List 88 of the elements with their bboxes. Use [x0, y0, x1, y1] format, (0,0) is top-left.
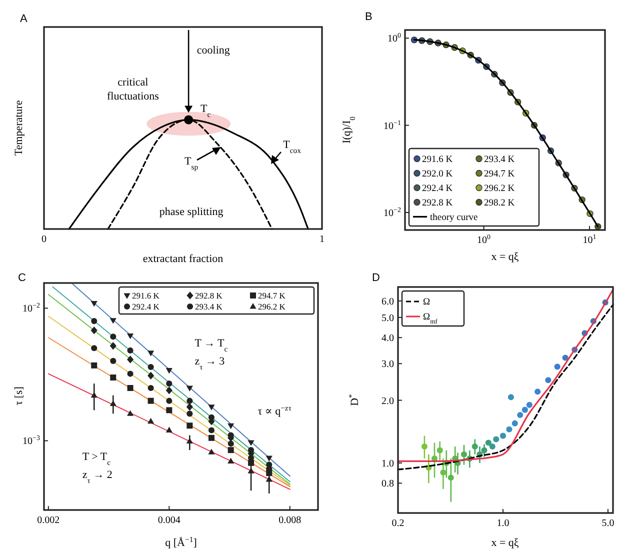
x-tick-label: 1	[320, 234, 324, 245]
point	[90, 326, 98, 334]
y-tick-label: 1.0	[382, 458, 394, 470]
point	[228, 440, 234, 447]
point	[91, 318, 98, 324]
legend-label: 292.4 K	[132, 302, 160, 312]
legend-label: 296.2 K	[484, 184, 515, 194]
legend-label: 298.2 K	[484, 198, 515, 208]
x-tick-label: 0.008	[278, 515, 302, 526]
point	[248, 468, 254, 474]
legend-label: 291.6 K	[132, 290, 160, 300]
text: cooling	[196, 44, 230, 56]
point	[228, 423, 234, 430]
x-axis-title: x = qξ	[491, 251, 519, 263]
annotation: τ ∝ q$^{−zτ}$	[258, 403, 292, 418]
annotation: T → T$_{c}$	[194, 338, 228, 354]
y-tick-label: 3.0	[382, 359, 394, 370]
legend-label: 293.4 K	[195, 302, 224, 312]
y-tick-label: 0.8	[382, 478, 394, 490]
point	[208, 427, 215, 434]
x-tick-label: 0.2	[392, 518, 404, 529]
chart-title: A	[20, 13, 28, 25]
y-tick-label: 6.0	[382, 296, 394, 308]
point	[208, 404, 215, 410]
annotation: T$_{sp}$	[184, 155, 198, 171]
annotation: z$_{τ}$ → 3	[194, 356, 226, 372]
x-tick-label: 0.002	[37, 515, 60, 526]
point	[266, 456, 272, 462]
point	[148, 418, 154, 424]
x-tick-label: 0.004	[158, 515, 180, 526]
chart-title: B	[365, 11, 372, 23]
point	[208, 434, 214, 441]
point	[91, 345, 98, 352]
x-tick-label: 10$^{0}$	[477, 233, 492, 246]
point	[110, 374, 116, 380]
x-axis-title: extractant fraction	[142, 253, 224, 265]
legend-label: 294.7 K	[484, 169, 515, 180]
point	[110, 342, 116, 350]
legend-label: 292.8 K	[195, 290, 224, 300]
y-tick-label: 10$^{−3}$	[22, 434, 40, 448]
legend-label: 292.0 K	[422, 169, 453, 180]
point	[91, 362, 98, 368]
point	[148, 350, 154, 356]
point	[266, 476, 272, 482]
annotation: phase splitting	[159, 206, 224, 218]
y-axis-title: Temperature	[13, 100, 25, 156]
x-tick-label: 0	[42, 234, 46, 245]
point	[228, 458, 234, 464]
point	[208, 414, 215, 420]
point	[110, 334, 116, 340]
y-tick-label: 10$^{−2}$	[384, 206, 402, 220]
point	[248, 440, 254, 446]
x-tick-label: 1.0	[496, 518, 510, 529]
point	[90, 301, 98, 307]
chart-title: C	[18, 272, 26, 284]
x-axis-title: q [Å$^{−1}$]	[165, 534, 197, 549]
legend-label: 292.4 K	[422, 184, 453, 194]
annotation: T$_{c}$	[200, 102, 212, 118]
point	[228, 447, 234, 454]
legend-label: 291.6 K	[422, 154, 453, 165]
y-tick-label: 10$^{−1}$	[384, 118, 402, 132]
legend-label: 292.8 K	[422, 198, 453, 208]
x-tick-label: 5.0	[602, 518, 614, 529]
annotation: T > T$_{c}$	[82, 451, 112, 467]
y-axis-title: τ [s]	[13, 386, 25, 406]
y-tick-label: 4.0	[382, 333, 394, 344]
point	[208, 448, 215, 454]
y-tick-label: 10$^{0}$	[388, 32, 402, 45]
x-tick-label: 10$^{1}$	[582, 233, 597, 246]
point	[90, 392, 98, 398]
y-tick-label: 10$^{−2}$	[22, 302, 40, 315]
annotation: T$_{cox}$	[283, 139, 302, 155]
y-tick-label: 5.0	[382, 312, 394, 324]
legend-label: 296.2 K	[258, 302, 286, 312]
point	[110, 358, 116, 364]
text: critical fluctuations	[106, 76, 159, 103]
x-axis-title: x = qξ	[491, 537, 519, 549]
legend-label: theory curve	[430, 212, 478, 223]
point	[110, 318, 116, 324]
legend-label: 294.7 K	[258, 290, 286, 300]
chart-title: D	[372, 272, 380, 284]
point	[110, 400, 116, 406]
legend-label: Ω$_{mf}$	[423, 312, 438, 325]
point	[148, 372, 154, 380]
legend-label: Ω	[423, 298, 430, 308]
y-tick-label: 2.0	[382, 396, 394, 407]
annotation: z$_{τ}$ → 2	[82, 469, 112, 485]
legend-label: 293.4 K	[484, 154, 515, 165]
